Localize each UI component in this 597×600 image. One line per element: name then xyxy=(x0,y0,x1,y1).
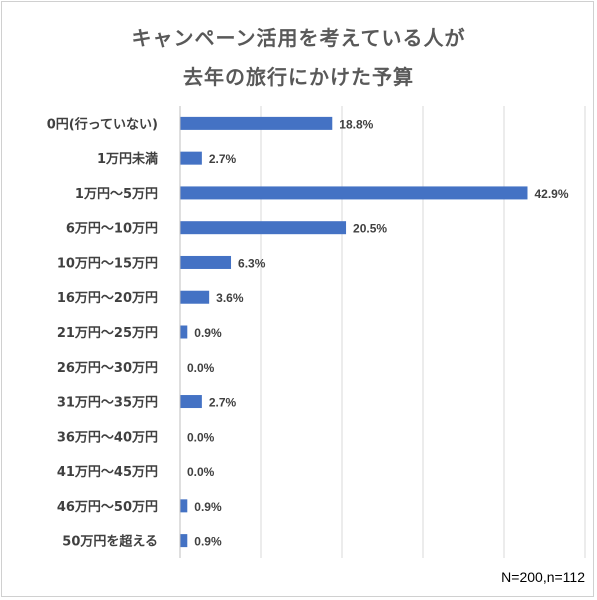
category-label: 1万円未満 xyxy=(97,151,158,167)
bar xyxy=(180,221,347,235)
value-label: 42.9% xyxy=(534,187,568,201)
value-label: 20.5% xyxy=(353,222,387,236)
bar xyxy=(180,151,202,165)
chart-title-line-2: 去年の旅行にかけた予算 xyxy=(183,65,414,89)
bar xyxy=(180,290,210,304)
bar xyxy=(180,534,188,548)
value-label: 0.0% xyxy=(187,361,215,375)
category-label: 10万円〜15万円 xyxy=(57,256,158,271)
bar xyxy=(180,116,333,130)
category-label: 1万円〜5万円 xyxy=(75,187,158,202)
bar xyxy=(180,186,528,200)
category-label: 21万円〜25万円 xyxy=(57,326,158,341)
bar xyxy=(180,499,188,513)
value-label: 2.7% xyxy=(209,152,237,166)
category-label: 50万円を超える xyxy=(62,534,158,550)
chart-title-line-1: キャンペーン活用を考えている人が xyxy=(131,26,466,50)
value-label: 3.6% xyxy=(216,291,244,305)
category-label: 46万円〜50万円 xyxy=(57,500,158,515)
category-label: 16万円〜20万円 xyxy=(57,291,158,306)
value-label: 6.3% xyxy=(238,256,266,270)
sample-size-note: N=200,n=112 xyxy=(501,569,585,585)
value-label: 0.0% xyxy=(187,430,215,444)
value-label: 18.8% xyxy=(339,117,373,131)
category-label: 36万円〜40万円 xyxy=(57,430,158,445)
category-label: 0円(行っていない) xyxy=(47,116,158,132)
category-label: 31万円〜35万円 xyxy=(57,396,158,411)
category-label: 26万円〜30万円 xyxy=(57,361,158,376)
bar xyxy=(180,255,232,269)
value-label: 2.7% xyxy=(209,396,237,410)
value-label: 0.0% xyxy=(187,465,215,479)
bar xyxy=(180,395,202,409)
value-label: 0.9% xyxy=(194,500,222,514)
category-label: 41万円〜45万円 xyxy=(57,465,158,480)
value-label: 0.9% xyxy=(194,326,222,340)
category-label: 6万円〜10万円 xyxy=(66,222,158,237)
value-label: 0.9% xyxy=(194,535,222,549)
bar xyxy=(180,325,188,339)
